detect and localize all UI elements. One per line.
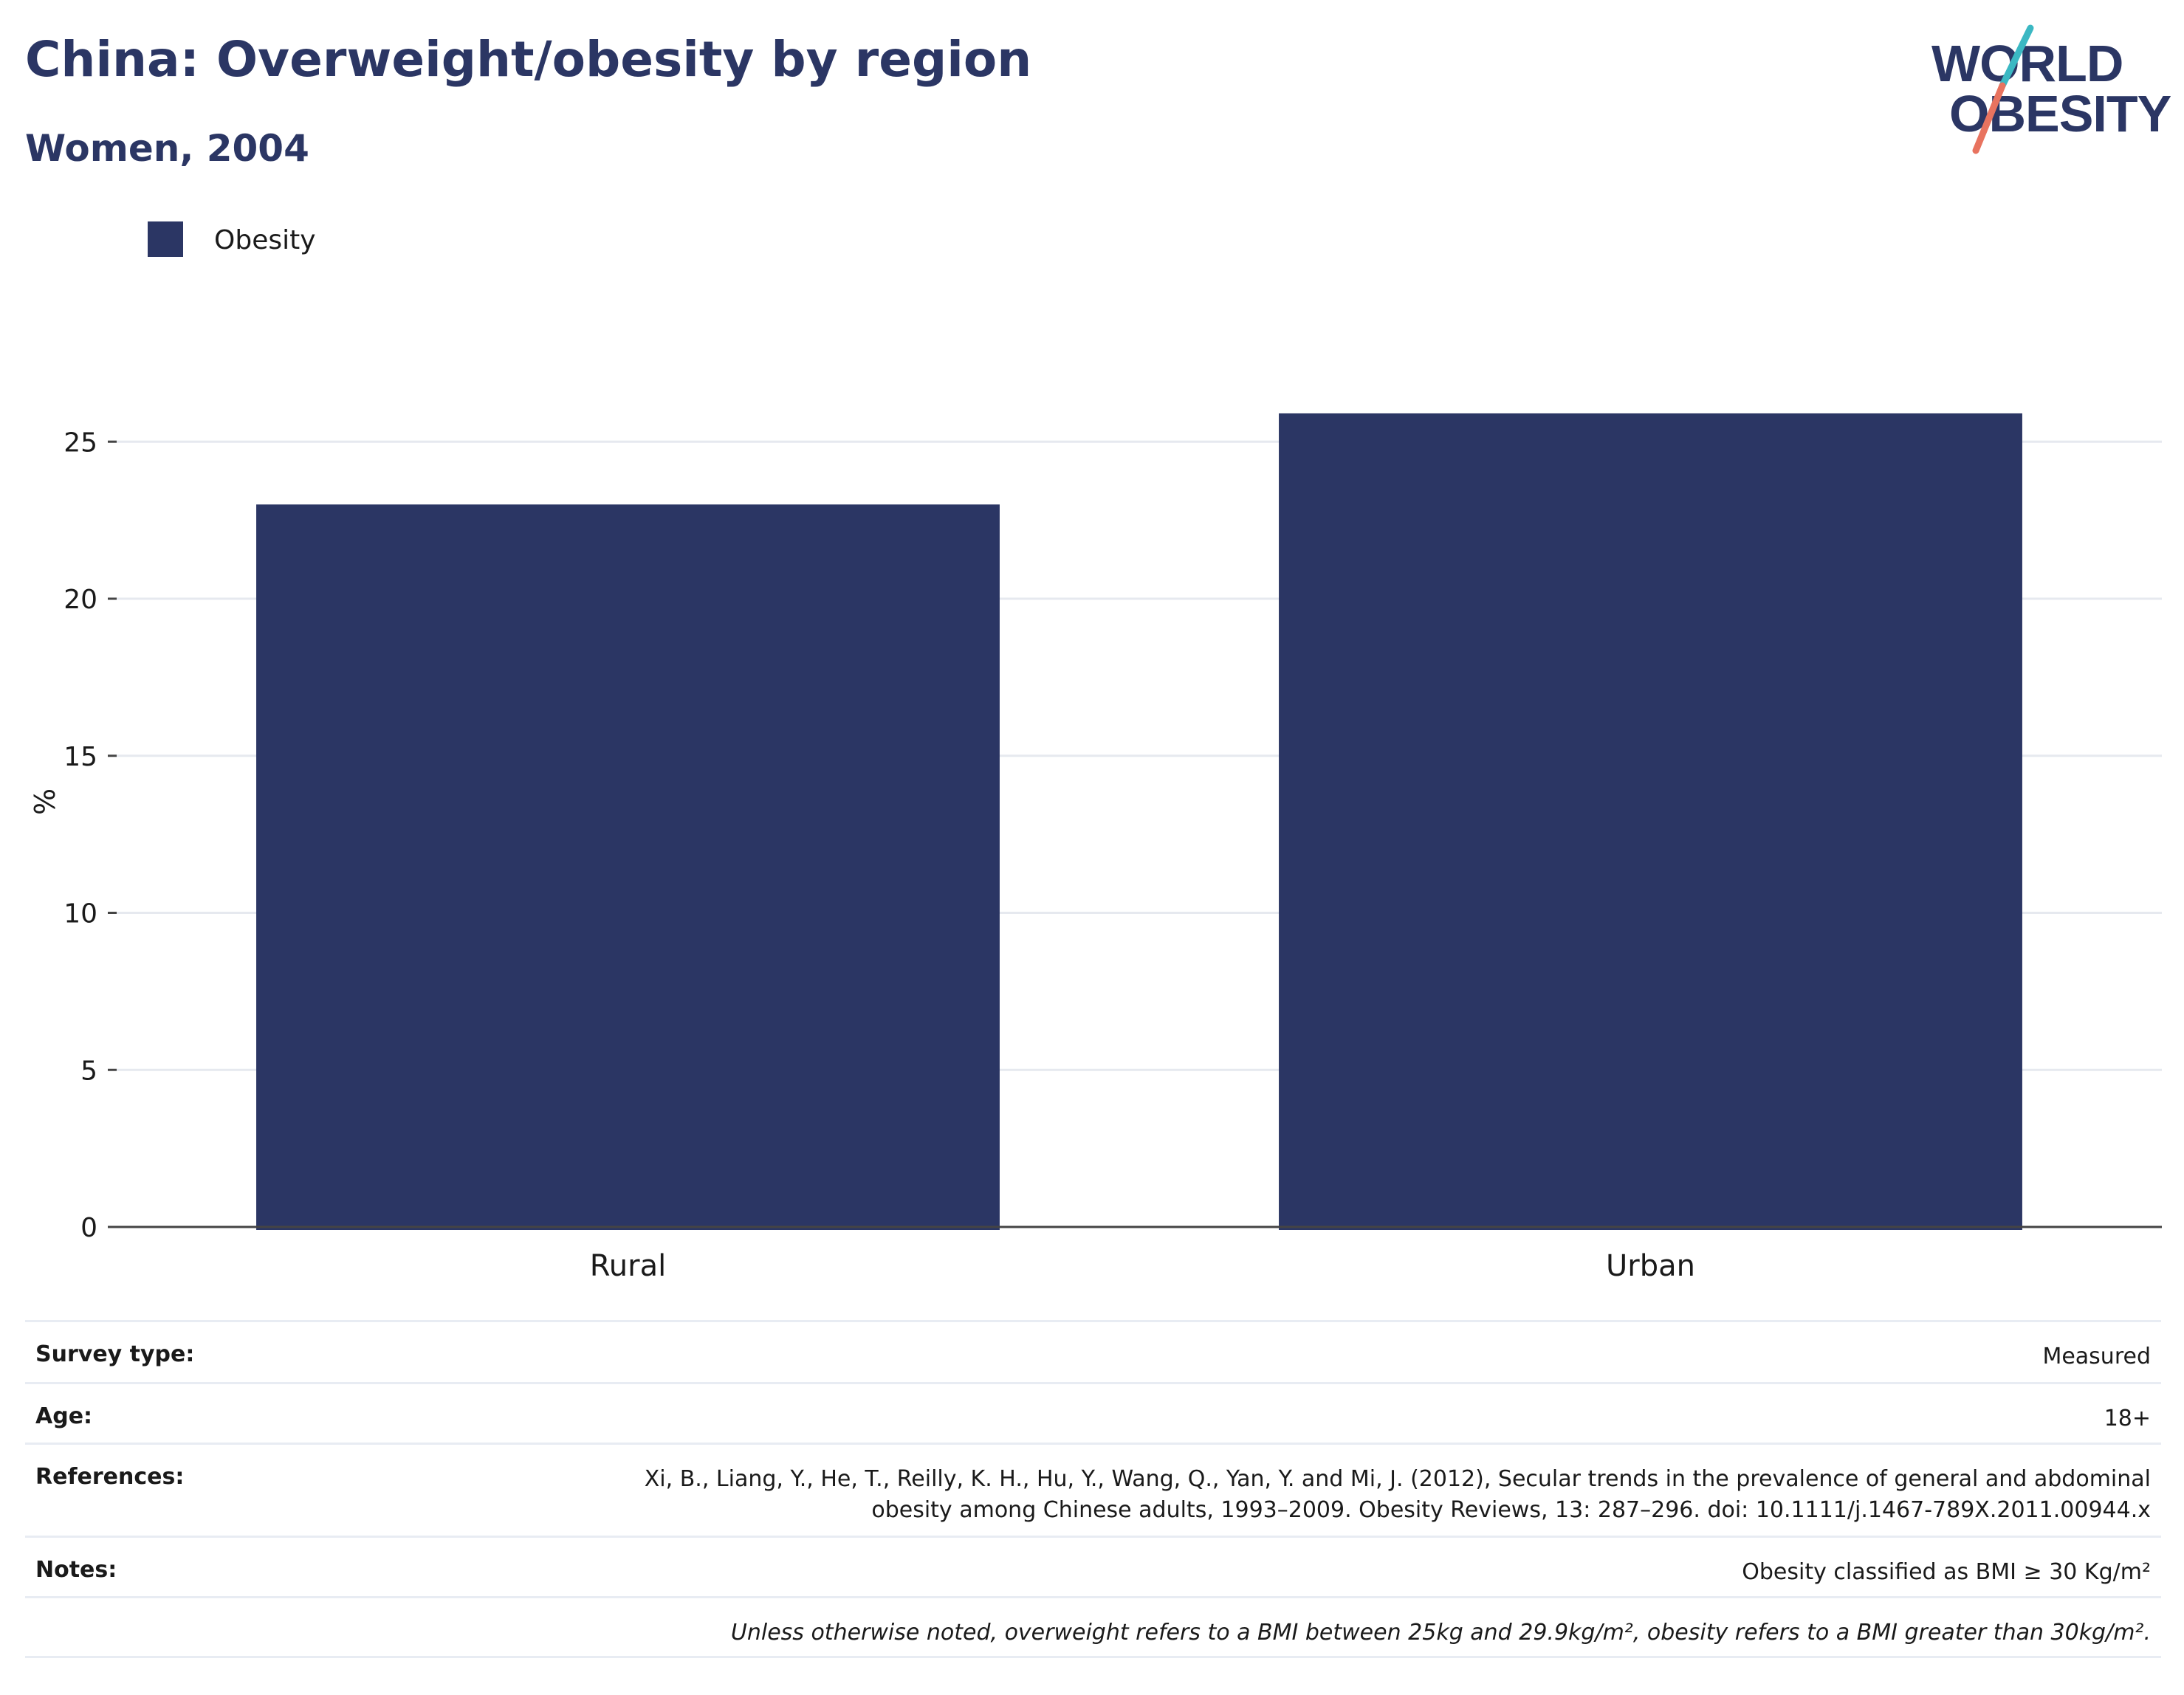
- survey-type-value: Measured: [2042, 1344, 2151, 1369]
- y-tick-label-5: 5: [80, 1056, 97, 1086]
- world-obesity-logo: WORLD OBESITY: [1931, 24, 2171, 154]
- logo-coral-stroke: [1972, 82, 2006, 154]
- bar-rural[interactable]: [256, 504, 1000, 1230]
- y-tick-label-25: 25: [63, 427, 97, 458]
- age-value: 18+: [2104, 1406, 2151, 1431]
- bar-chart: Obesity 0 5 10 15 20 25 Rural Urban %: [29, 221, 2162, 1283]
- survey-type-row: Survey type: Measured: [25, 1320, 2161, 1382]
- footnote-text: Unless otherwise noted, overweight refer…: [730, 1620, 2151, 1646]
- logo-teal-stroke: [1999, 24, 2034, 89]
- x-axis-ticks: Rural Urban: [590, 1249, 1695, 1283]
- references-value: Xi, B., Liang, Y., He, T., Reilly, K. H.…: [645, 1464, 2151, 1526]
- legend-swatch-obesity: [148, 221, 183, 257]
- references-line-1: Xi, B., Liang, Y., He, T., Reilly, K. H.…: [644, 1466, 2151, 1492]
- legend: Obesity: [148, 221, 316, 257]
- chart-title: China: Overweight/obesity by region: [25, 31, 1032, 88]
- footnote-row: Unless otherwise noted, overweight refer…: [25, 1596, 2161, 1658]
- age-label: Age:: [35, 1403, 93, 1429]
- y-tick-label-10: 10: [63, 899, 97, 929]
- metadata-table: Survey type: Measured Age: 18+ Reference…: [25, 1320, 2161, 1658]
- notes-value: Obesity classified as BMI ≥ 30 Kg/m²: [1742, 1559, 2151, 1585]
- logo-line-1: WORLD: [1931, 35, 2123, 92]
- x-tick-label-urban: Urban: [1606, 1249, 1695, 1283]
- notes-label: Notes:: [35, 1557, 117, 1583]
- bars: [256, 413, 2022, 1230]
- y-tick-label-20: 20: [63, 585, 97, 615]
- references-line-2: obesity among Chinese adults, 1993–2009.…: [871, 1497, 2151, 1523]
- x-tick-label-rural: Rural: [590, 1249, 666, 1283]
- y-axis-ticks: 0 5 10 15 20 25: [63, 427, 117, 1243]
- y-tick-label-15: 15: [63, 742, 97, 772]
- references-label: References:: [35, 1464, 185, 1490]
- y-tick-label-0: 0: [80, 1213, 97, 1243]
- notes-row: Notes: Obesity classified as BMI ≥ 30 Kg…: [25, 1536, 2161, 1596]
- y-axis-label: %: [29, 788, 61, 815]
- bar-urban[interactable]: [1279, 413, 2022, 1230]
- legend-label-obesity: Obesity: [214, 225, 316, 255]
- chart-subtitle: Women, 2004: [25, 127, 309, 170]
- references-row: References: Xi, B., Liang, Y., He, T., R…: [25, 1443, 2161, 1536]
- age-row: Age: 18+: [25, 1382, 2161, 1443]
- survey-type-label: Survey type:: [35, 1341, 195, 1367]
